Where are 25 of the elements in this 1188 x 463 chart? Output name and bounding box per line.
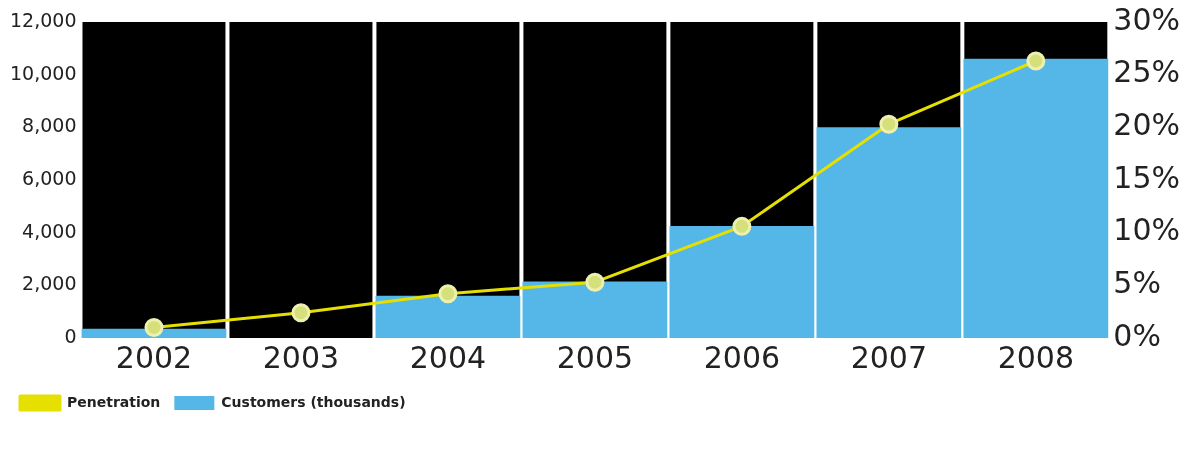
y2-tick-label: 20% bbox=[1113, 107, 1181, 143]
y2-tick-label: 0% bbox=[1113, 317, 1161, 353]
x-tick-label: 2002 bbox=[115, 339, 193, 375]
x-tick-label: 2004 bbox=[409, 339, 487, 375]
y-tick-label: 12,000 bbox=[10, 8, 77, 31]
y-tick-label: 4,000 bbox=[22, 219, 77, 242]
y2-tick-label: 25% bbox=[1113, 54, 1181, 90]
x-tick-label: 2007 bbox=[850, 339, 928, 375]
legend-label: Penetration bbox=[67, 393, 161, 410]
y2-tick-label: 15% bbox=[1113, 159, 1181, 195]
y-tick-label: 6,000 bbox=[22, 166, 77, 189]
y-tick-label: 2,000 bbox=[22, 272, 77, 295]
x-tick-label: 2008 bbox=[997, 339, 1075, 375]
y-tick-label: 0 bbox=[64, 324, 77, 347]
y2-tick-label: 30% bbox=[1113, 1, 1181, 37]
x-tick-label: 2003 bbox=[262, 339, 340, 375]
y-tick-label: 8,000 bbox=[22, 114, 77, 137]
x-tick-label: 2005 bbox=[556, 339, 634, 375]
bar bbox=[522, 281, 668, 338]
y2-tick-label: 5% bbox=[1113, 265, 1161, 301]
y-tick-label: 10,000 bbox=[10, 61, 77, 84]
bar bbox=[375, 295, 521, 338]
y2-tick-label: 10% bbox=[1113, 212, 1181, 248]
legend-label: Customers (thousands) bbox=[221, 393, 406, 410]
x-tick-label: 2006 bbox=[703, 339, 781, 375]
